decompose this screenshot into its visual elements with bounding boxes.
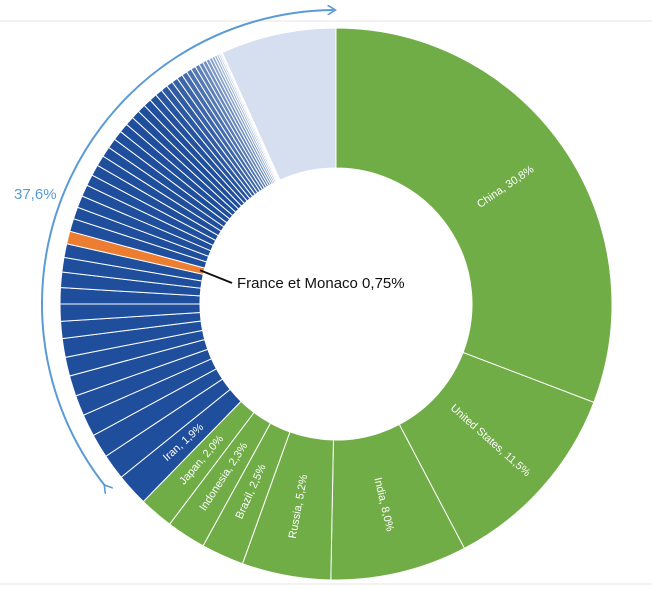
slices-layer bbox=[59, 27, 613, 581]
share-bracket-arc bbox=[41, 10, 333, 487]
annotation-layer: 37,6% France et Monaco 0,75% bbox=[14, 10, 405, 487]
share-bracket-label: 37,6% bbox=[14, 186, 57, 203]
france-callout-line bbox=[199, 269, 233, 284]
france-callout-label: France et Monaco 0,75% bbox=[237, 275, 405, 292]
slice-china bbox=[335, 27, 613, 404]
